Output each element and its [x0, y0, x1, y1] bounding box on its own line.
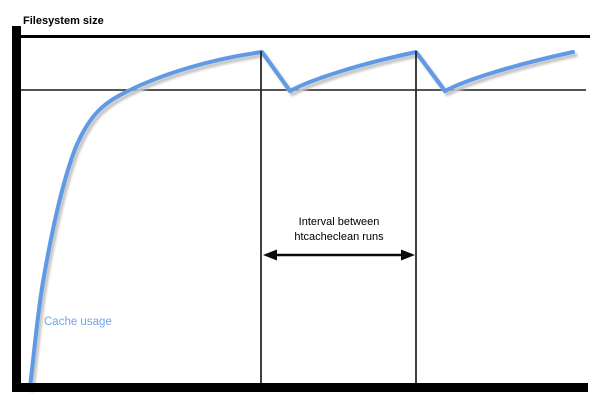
interval-annotation-line2: htcacheclean runs: [294, 230, 384, 243]
x-axis: [12, 383, 588, 392]
cache-usage-curve: [28, 50, 575, 389]
interval-annotation-line1: Interval between: [298, 216, 380, 228]
interval-arrow-head-left: [263, 249, 277, 261]
filesystem-size-label: Filesystem size: [23, 15, 104, 27]
y-axis: [12, 26, 21, 392]
filesystem-size-line: [21, 35, 590, 38]
cache-usage-curve-shadow: [30, 53, 578, 393]
interval-arrow-head-right: [401, 249, 415, 261]
cache-usage-label: Cache usage: [44, 316, 112, 328]
interval-annotation: Interval between htcacheclean runs: [262, 215, 416, 244]
